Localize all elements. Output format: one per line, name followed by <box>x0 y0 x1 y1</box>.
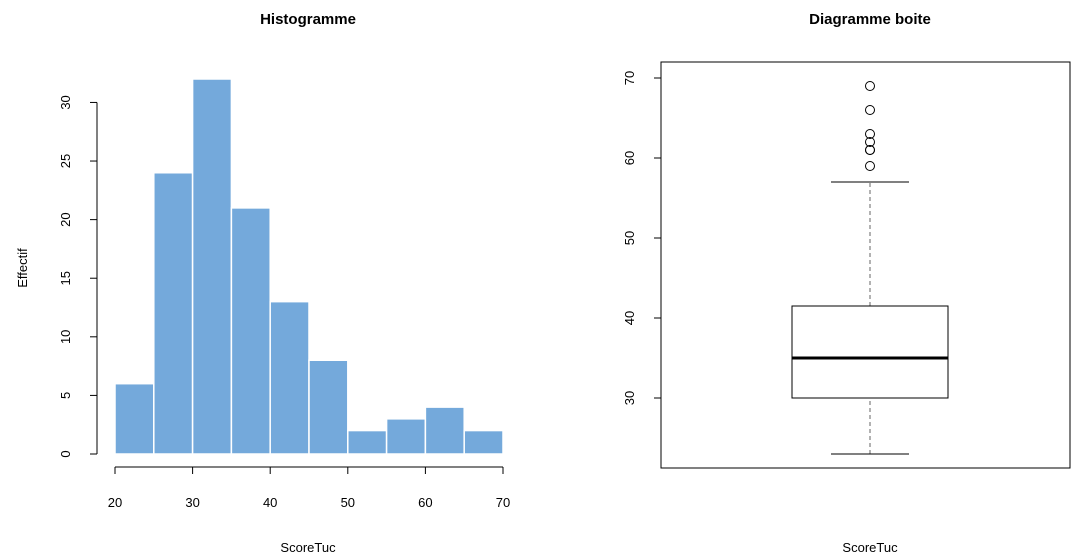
histogram-x-axis: 20 30 40 50 60 70 <box>108 466 510 510</box>
histogram-panel: Histogramme 20 30 40 50 60 70 0 5 10 15 20 25 30 Sc… <box>15 11 510 555</box>
histogram-bar <box>308 359 349 455</box>
boxplot-box <box>791 305 949 399</box>
boxplot-outlier <box>865 129 875 139</box>
histogram-bar <box>114 382 155 455</box>
boxplot-panel: Diagramme boite 30 40 50 60 70 ScoreTuc <box>622 11 1071 555</box>
boxplot-y-axis: 30 40 50 60 70 <box>622 71 662 405</box>
histogram-y-tick-label: 30 <box>58 95 73 109</box>
histogram-y-tick-label: 25 <box>58 154 73 168</box>
histogram-x-tick-label: 30 <box>185 495 199 510</box>
boxplot-frame <box>660 61 1071 469</box>
histogram-bar <box>463 429 504 455</box>
boxplot-y-tick-label: 70 <box>622 71 637 85</box>
histogram-y-axis: 0 5 10 15 20 25 30 <box>58 95 98 458</box>
histogram-bar <box>424 406 465 455</box>
histogram-x-tick-label: 50 <box>341 495 355 510</box>
histogram-bar <box>230 207 271 455</box>
boxplot-outlier <box>865 81 875 91</box>
histogram-bars <box>114 78 504 455</box>
histogram-x-label: ScoreTuc <box>280 540 336 555</box>
histogram-y-tick-label: 10 <box>58 330 73 344</box>
histogram-bar <box>191 78 233 455</box>
boxplot-y-tick-label: 50 <box>622 231 637 245</box>
histogram-y-tick-label: 20 <box>58 212 73 226</box>
boxplot-marks <box>791 81 949 455</box>
histogram-y-tick-label: 0 <box>58 450 73 457</box>
histogram-x-tick-label: 70 <box>496 495 510 510</box>
histogram-title: Histogramme <box>260 11 356 28</box>
boxplot-outlier <box>865 105 875 115</box>
histogram-bar <box>153 172 194 455</box>
histogram-y-label: Effectif <box>15 248 30 288</box>
histogram-bar <box>269 300 310 455</box>
histogram-x-tick-label: 40 <box>263 495 277 510</box>
boxplot-title: Diagramme boite <box>809 11 931 28</box>
histogram-x-tick-label: 20 <box>108 495 122 510</box>
boxplot-y-tick-label: 30 <box>622 391 637 405</box>
boxplot-x-label: ScoreTuc <box>842 540 898 555</box>
boxplot-outlier <box>865 145 875 155</box>
boxplot-outlier <box>865 137 875 147</box>
histogram-bar <box>385 418 427 455</box>
boxplot-y-tick-label: 60 <box>622 151 637 165</box>
histogram-y-tick-label: 15 <box>58 271 73 285</box>
histogram-y-tick-label: 5 <box>58 392 73 399</box>
boxplot-outlier <box>865 161 875 171</box>
histogram-x-tick-label: 60 <box>418 495 432 510</box>
histogram-bar <box>347 429 388 455</box>
boxplot-y-tick-label: 40 <box>622 311 637 325</box>
